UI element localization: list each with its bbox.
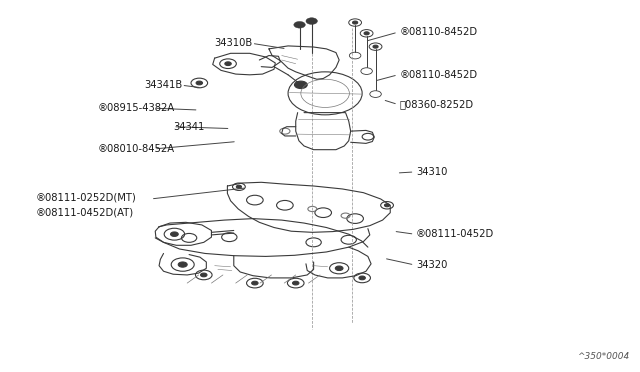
Circle shape bbox=[353, 21, 358, 24]
Circle shape bbox=[294, 22, 305, 28]
Text: 34341B: 34341B bbox=[145, 80, 182, 90]
Text: ®08915-4382A: ®08915-4382A bbox=[98, 103, 175, 113]
Circle shape bbox=[236, 185, 241, 188]
Text: 34310B: 34310B bbox=[214, 38, 253, 48]
Text: ®08010-8452A: ®08010-8452A bbox=[98, 144, 175, 154]
Text: ®08111-0452D(AT): ®08111-0452D(AT) bbox=[36, 208, 134, 218]
Circle shape bbox=[385, 204, 390, 207]
Text: ®08111-0452D: ®08111-0452D bbox=[416, 229, 494, 239]
Circle shape bbox=[294, 81, 307, 89]
Text: Ⓢ08360-8252D: Ⓢ08360-8252D bbox=[400, 99, 474, 109]
Text: 34341: 34341 bbox=[173, 122, 205, 132]
Text: ®08110-8452D: ®08110-8452D bbox=[400, 70, 478, 80]
Circle shape bbox=[196, 81, 202, 85]
Circle shape bbox=[359, 276, 365, 280]
Circle shape bbox=[373, 45, 378, 48]
Circle shape bbox=[364, 32, 369, 35]
Circle shape bbox=[335, 266, 343, 270]
Circle shape bbox=[178, 262, 187, 267]
Circle shape bbox=[292, 281, 299, 285]
Text: 34310: 34310 bbox=[416, 167, 447, 177]
Circle shape bbox=[225, 62, 231, 65]
Text: ®08110-8452D: ®08110-8452D bbox=[400, 27, 478, 37]
Text: ^350*0004: ^350*0004 bbox=[577, 352, 630, 361]
Text: ®08111-0252D(MT): ®08111-0252D(MT) bbox=[36, 192, 136, 202]
Circle shape bbox=[171, 232, 178, 236]
Text: 34320: 34320 bbox=[416, 260, 447, 270]
Circle shape bbox=[306, 18, 317, 25]
Circle shape bbox=[200, 273, 207, 277]
Circle shape bbox=[252, 281, 258, 285]
